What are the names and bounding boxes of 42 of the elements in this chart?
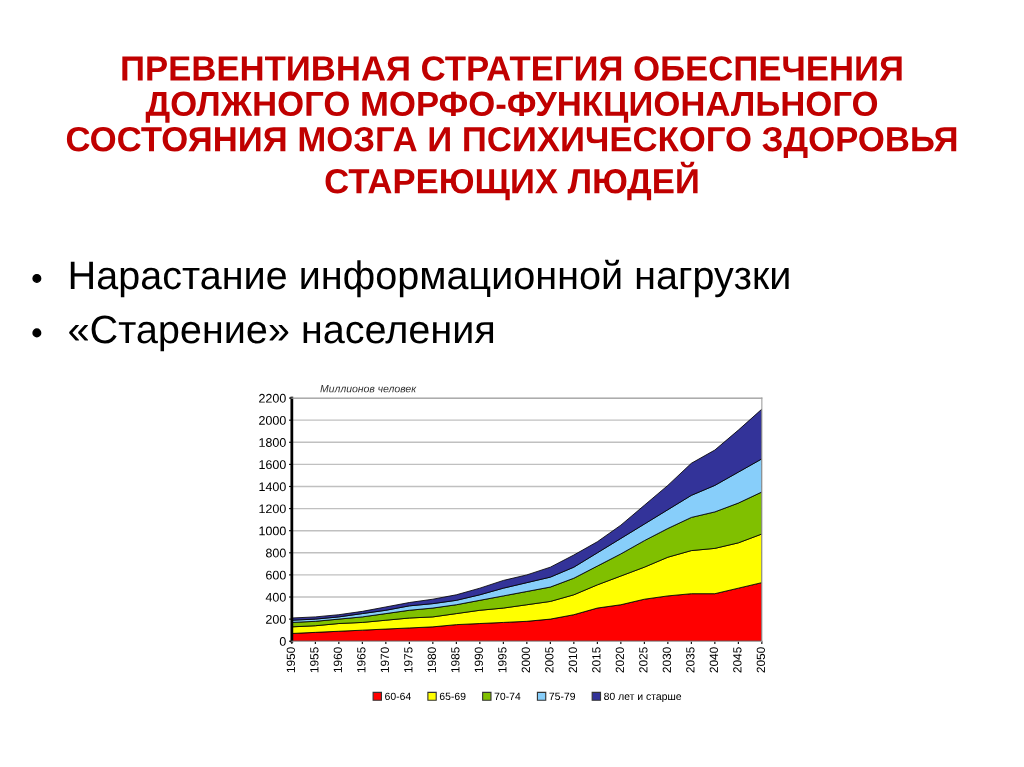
x-tick-label: 2045: [733, 647, 742, 673]
x-tick-label: 1985: [451, 647, 460, 673]
legend-label: 75-79: [549, 692, 576, 701]
y-tick-label: 1400: [259, 482, 286, 492]
x-tick-label: 2035: [686, 647, 695, 673]
y-tick-label: 1800: [259, 438, 286, 447]
text: «Старение» населения: [69, 315, 494, 352]
x-tick-label: 1965: [357, 647, 366, 673]
y-tick-label: 600: [266, 570, 286, 580]
x-tick-label: 2010: [568, 647, 578, 673]
x-tick-label: 1970: [380, 647, 390, 673]
y-tick-label: 400: [265, 592, 286, 602]
x-tick-label: 2030: [662, 647, 672, 673]
y-tick-label: 1200: [259, 504, 286, 514]
x-tick-label: 2050: [756, 647, 766, 673]
chart-title: ПРЕВЕНТИВНАЯ СТРАТЕГИЯ ОБЕСПЕЧЕНИЯ ДОЛЖНОГО МОРФО-ФУНКЦИОНАЛЬНОГО СОСТОЯНИЯ МОЗГА И ПСИХИЧЕСКОГО ЗДОРОВЬЯ СТАРЕЮЩИХ ЛЮДЕЙ: [66, 56, 957, 201]
y-tick-label: 800: [265, 548, 286, 558]
legend-label: 80 лет и старше: [604, 692, 682, 703]
y-tick-label: 0: [279, 637, 286, 646]
legend-label: 60-64: [385, 692, 411, 701]
x-tick-label: 1980: [427, 647, 437, 673]
x-tick-label: 2005: [545, 647, 554, 673]
x-tick-label: 1955: [310, 647, 319, 673]
x-tick-label: 2025: [639, 647, 648, 673]
y-tick-label: 1000: [259, 526, 286, 536]
legend-label: 70-74: [494, 692, 521, 701]
y-tick-label: 2200: [259, 393, 286, 403]
x-tick-label: 1975: [404, 647, 413, 673]
x-tick-label: 1950: [286, 647, 296, 673]
y-axis-title: Миллионов человек: [320, 385, 417, 393]
legend-label: 65-69: [439, 692, 466, 701]
x-tick-label: 2000: [521, 647, 531, 673]
y-tick-label: 200: [266, 614, 286, 624]
x-tick-label: 1990: [474, 647, 484, 673]
x-tick-label: 2040: [709, 647, 719, 673]
x-tick-label: 2015: [592, 647, 601, 673]
text: Нарастание информационной нагрузки: [70, 259, 789, 298]
x-tick-label: 2020: [615, 647, 625, 673]
x-tick-label: 1960: [333, 647, 343, 673]
y-tick-label: 1600: [259, 460, 286, 470]
y-tick-label: 2000: [259, 415, 286, 425]
x-tick-label: 1995: [498, 647, 507, 673]
